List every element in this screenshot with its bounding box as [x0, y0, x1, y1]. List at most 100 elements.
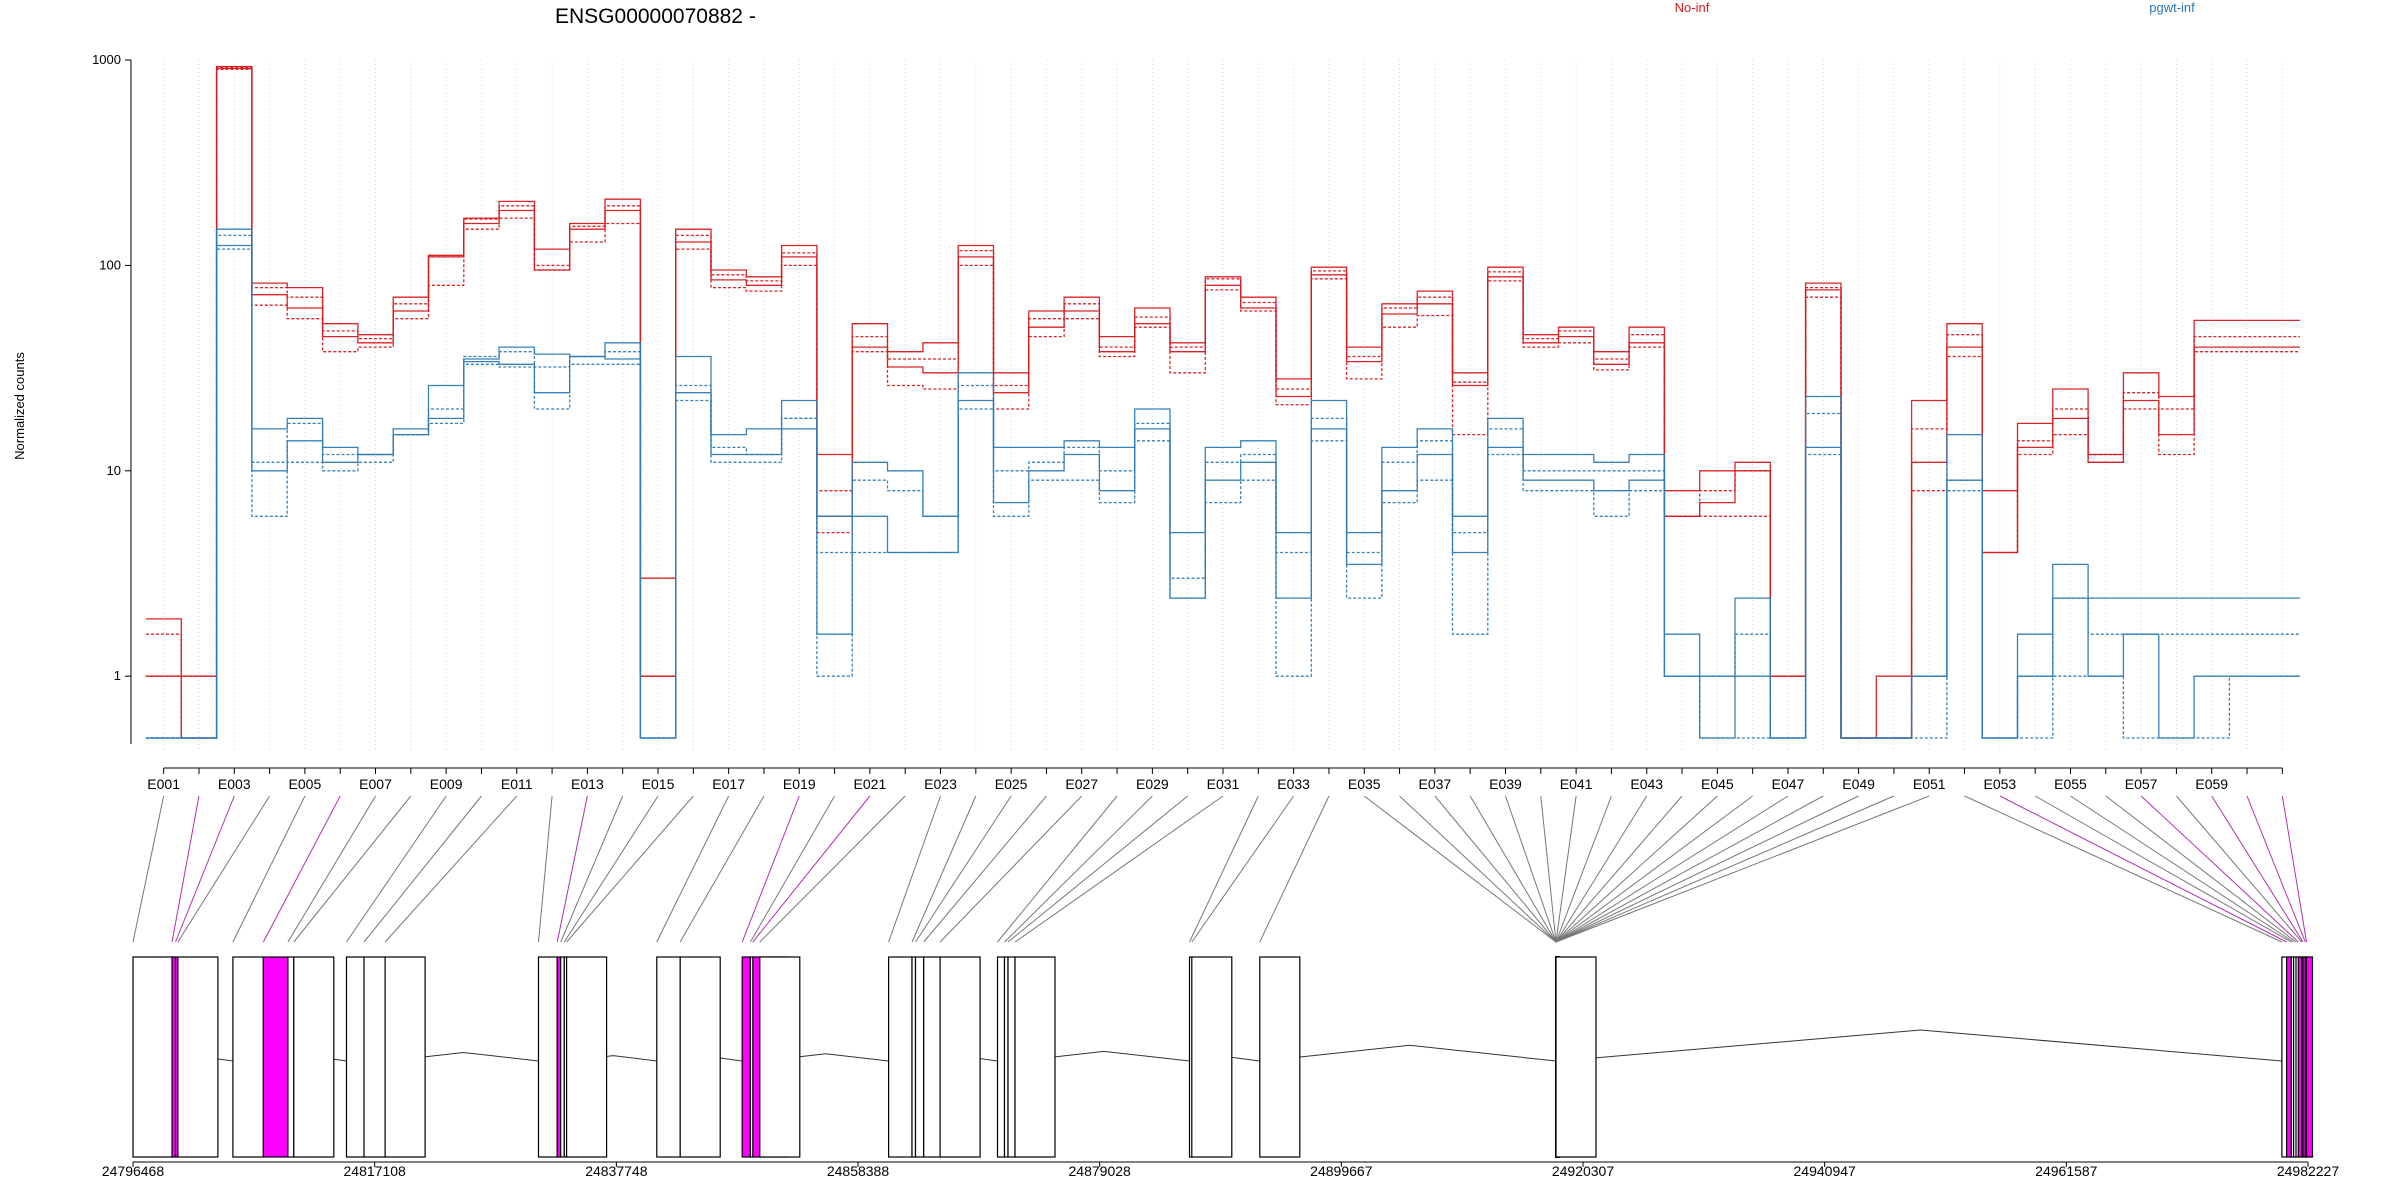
x-tick-label: E005 — [289, 776, 322, 792]
connector-e052 — [1964, 795, 2283, 943]
x-tick-label: E055 — [2054, 776, 2087, 792]
exon-box-e023 — [887, 956, 913, 1158]
genome-tick-label: 24982227 — [2277, 1163, 2340, 1179]
connector-e027 — [939, 795, 1083, 943]
exon-box-e016 — [565, 956, 608, 1158]
x-tick-label: E043 — [1630, 776, 1663, 792]
connector-e021 — [752, 795, 871, 943]
connector-e004 — [177, 795, 271, 943]
exon-box-e026 — [923, 956, 941, 1158]
x-tick-label: E013 — [571, 776, 604, 792]
x-tick-label: E029 — [1136, 776, 1169, 792]
connector-e042 — [1555, 795, 1612, 943]
connector-e030 — [1007, 795, 1189, 943]
connector-e018 — [679, 795, 765, 943]
connector-e015 — [563, 795, 659, 943]
exon-box-e014 — [560, 956, 565, 1158]
legend-no-inf: No-inf — [1675, 0, 1710, 15]
series-line-pgwt-inf — [146, 228, 2300, 739]
connector-e047 — [1555, 795, 1789, 943]
connector-e008 — [293, 795, 412, 943]
connector-e045 — [1555, 795, 1718, 943]
x-tick-label: E053 — [1984, 776, 2017, 792]
exon-box-e008 — [293, 956, 335, 1158]
connector-e011 — [384, 795, 518, 943]
connector-e034 — [1259, 795, 1330, 943]
exon-box-e033 — [1191, 956, 1233, 1158]
exon-box-e028 — [996, 956, 1006, 1158]
exon-box-e006 — [262, 956, 289, 1158]
x-axis: E001 E003 E005 E007 E009 E011 E013 E015 E017 E019… — [147, 767, 2283, 792]
connector-e031 — [1014, 795, 1224, 943]
x-tick-label: E025 — [995, 776, 1028, 792]
connector-e035 — [1363, 795, 1557, 943]
connector-e057 — [2140, 795, 2299, 943]
exon-box-e034 — [1259, 956, 1301, 1158]
genome-tick-label: 24899667 — [1310, 1163, 1373, 1179]
exon-box-e051 — [1555, 956, 1597, 1158]
series-line-pgwt-inf — [146, 248, 2300, 739]
exon-box-e001 — [132, 956, 174, 1158]
y-axis: 1000 100 10 1 — [92, 52, 132, 744]
connector-e041 — [1555, 795, 1577, 943]
x-tick-label: E051 — [1913, 776, 1946, 792]
exon-box-e004 — [177, 956, 219, 1158]
connector-e040 — [1540, 795, 1557, 943]
x-tick-label: E027 — [1065, 776, 1098, 792]
connector-e039 — [1505, 795, 1557, 943]
connector-e056 — [2105, 795, 2297, 943]
connector-e017 — [656, 795, 730, 943]
x-tick-label: E047 — [1772, 776, 1805, 792]
connector-e025 — [915, 795, 1012, 943]
x-tick-label: E009 — [430, 776, 463, 792]
x-tick-label: E015 — [642, 776, 675, 792]
y-tick-label: 10 — [107, 463, 121, 478]
exon-box-e025 — [914, 956, 925, 1158]
connector-e019 — [741, 795, 800, 943]
x-tick-label: E023 — [924, 776, 957, 792]
x-tick-label: E017 — [712, 776, 745, 792]
connector-e007 — [287, 795, 376, 943]
exon-box-e011 — [384, 956, 426, 1158]
series-line-no-inf — [146, 65, 2300, 739]
connector-e006 — [262, 795, 341, 943]
series-line-pgwt-inf — [146, 244, 2300, 739]
connector-e014 — [560, 795, 624, 943]
exon-box-e031 — [1014, 956, 1056, 1158]
exon-box-e052 — [2281, 956, 2288, 1158]
x-tick-label: E049 — [1842, 776, 1875, 792]
x-tick-label: E039 — [1489, 776, 1522, 792]
connector-e016 — [566, 795, 694, 943]
connector-e023 — [888, 795, 941, 943]
intron-line — [1262, 1044, 1557, 1062]
exon-box-e061 — [2305, 956, 2314, 1158]
connector-e003 — [175, 795, 235, 943]
connector-e053 — [1999, 795, 2287, 943]
exon-box-e007 — [287, 956, 295, 1158]
connector-e036 — [1399, 795, 1557, 943]
connector-e044 — [1555, 795, 1683, 943]
exon-box-e012 — [537, 956, 558, 1158]
exon-box-e018 — [679, 956, 721, 1158]
y-tick-label: 100 — [99, 257, 121, 272]
exon-box-e005 — [232, 956, 264, 1158]
connector-e038 — [1469, 795, 1557, 943]
x-tick-label: E035 — [1348, 776, 1381, 792]
gene-model — [132, 956, 2314, 1158]
legend-pgwt-inf: pgwt-inf — [2149, 0, 2195, 15]
connector-e005 — [232, 795, 306, 943]
exon-gridlines — [163, 60, 2283, 752]
exon-box-e030 — [1007, 956, 1016, 1158]
connector-e001 — [132, 795, 165, 943]
genome-tick-label: 24796468 — [102, 1163, 165, 1179]
exon-box-e009 — [345, 956, 365, 1158]
x-tick-label: E007 — [359, 776, 392, 792]
chart-title: ENSG00000070882 - — [555, 5, 756, 28]
connector-e059 — [2211, 795, 2304, 943]
x-tick-label: E033 — [1277, 776, 1310, 792]
connector-e002 — [171, 795, 200, 943]
connector-e050 — [1555, 795, 1895, 943]
connector-e012 — [537, 795, 553, 943]
series-line-no-inf — [146, 67, 2300, 739]
